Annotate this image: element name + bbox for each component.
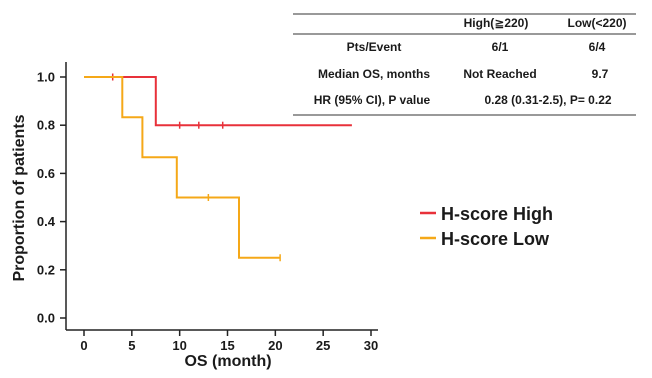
y-tick-label: 0.6 (37, 166, 55, 181)
table-header-high: High(≧220) (464, 16, 529, 30)
x-axis-title: OS (month) (184, 353, 271, 370)
legend-label-low: H-score Low (441, 229, 550, 249)
summary-table: High(≧220) Low(<220) Pts/Event 6/1 6/4 M… (293, 13, 636, 116)
x-tick-label: 5 (128, 338, 135, 353)
x-tick-label: 10 (172, 338, 186, 353)
table-row-label-hr: HR (95% CI), P value (314, 93, 431, 107)
survival-curve-low (84, 76, 281, 259)
legend-label-high: H-score High (441, 204, 553, 224)
table-header-low: Low(<220) (567, 16, 626, 30)
x-tick-label: 15 (220, 338, 234, 353)
table-cell-pts-event-low: 6/4 (589, 40, 606, 54)
series-layer (84, 73, 352, 262)
table-cell-median-os-high: Not Reached (463, 67, 536, 81)
x-tick-label: 30 (364, 338, 378, 353)
table-row-label-pts-event: Pts/Event (347, 40, 402, 54)
x-tick-label: 20 (268, 338, 282, 353)
x-tick-label: 0 (80, 338, 87, 353)
legend: H-score High H-score Low (420, 204, 553, 249)
x-ticks: 0 5 10 15 20 25 30 (80, 330, 378, 353)
y-axis-title: Proportion of patients (11, 114, 28, 281)
table-cell-pts-event-high: 6/1 (492, 40, 509, 54)
table-cell-hr-combined: 0.28 (0.31-2.5), P= 0.22 (484, 93, 611, 107)
y-tick-label: 1.0 (37, 70, 55, 85)
plot-axes: 0.0 0.2 0.4 0.6 0.8 1.0 0 5 10 15 20 25 30 (37, 62, 378, 353)
y-tick-label: 0.0 (37, 311, 55, 326)
x-tick-label: 25 (316, 338, 330, 353)
y-tick-label: 0.8 (37, 118, 55, 133)
y-ticks: 0.0 0.2 0.4 0.6 0.8 1.0 (37, 70, 66, 326)
y-tick-label: 0.2 (37, 262, 55, 277)
table-row-label-median-os: Median OS, months (318, 67, 430, 81)
y-tick-label: 0.4 (37, 214, 56, 229)
table-cell-median-os-low: 9.7 (592, 67, 609, 81)
